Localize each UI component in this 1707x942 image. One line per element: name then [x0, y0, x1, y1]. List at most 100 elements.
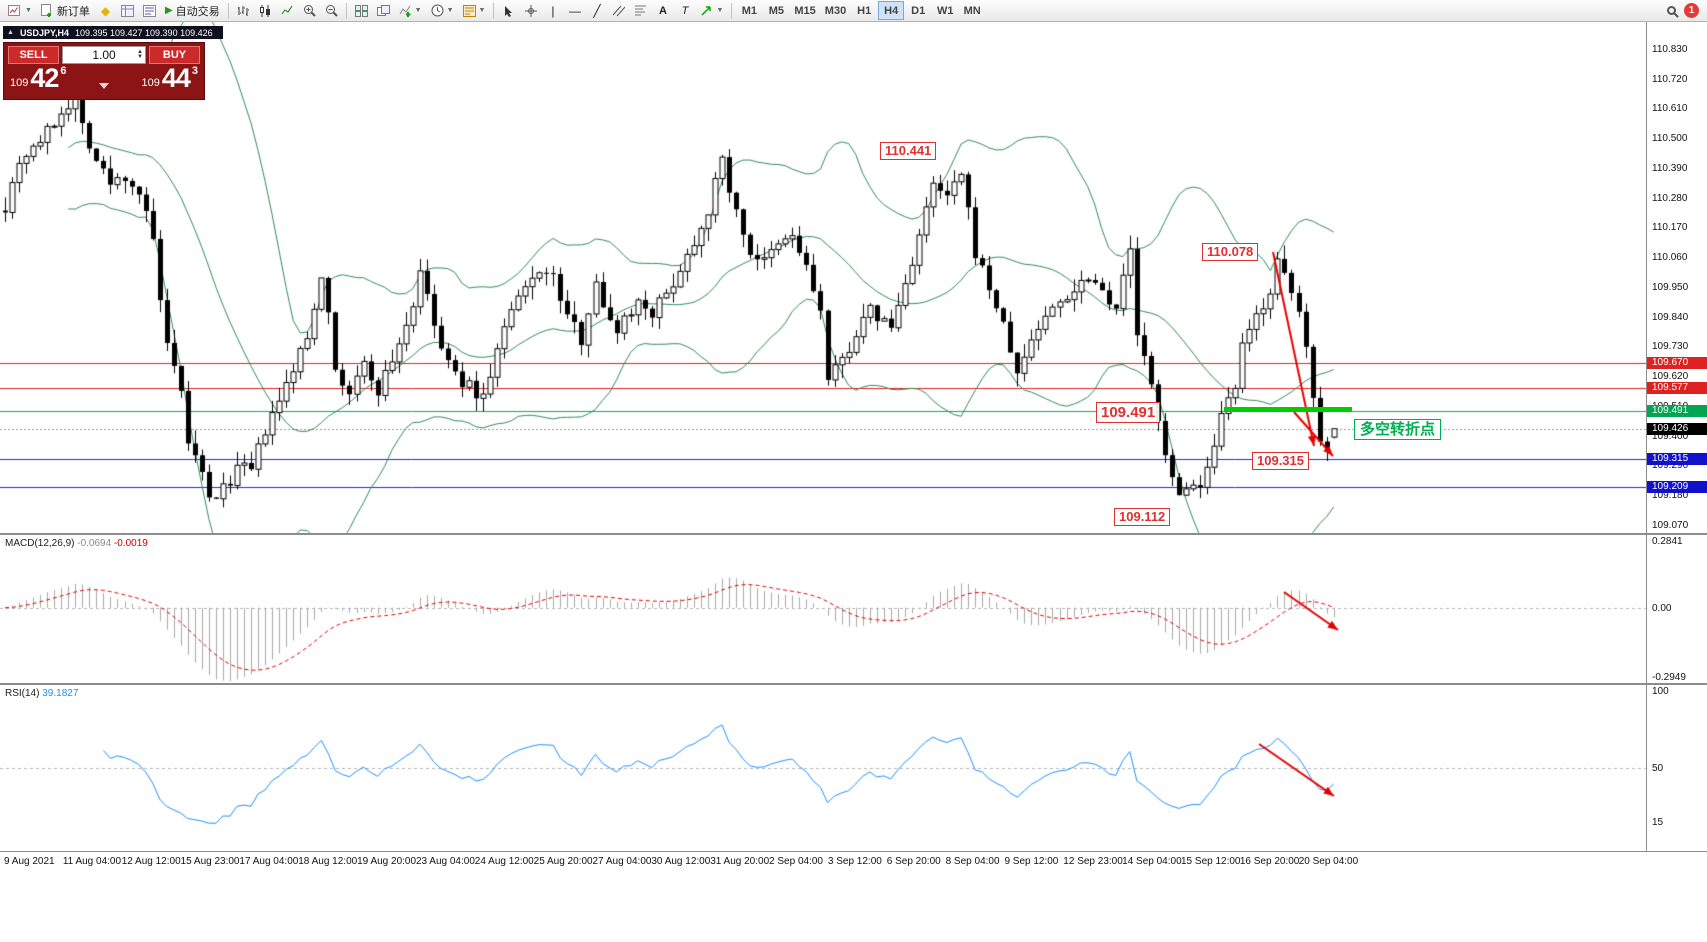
- volume-stepper[interactable]: 1.00 ▲ ▼: [62, 46, 146, 64]
- price-chart-canvas[interactable]: [0, 22, 1646, 533]
- navigator-button[interactable]: [139, 1, 160, 20]
- vertical-line-icon: |: [551, 3, 555, 18]
- horizontal-line-button[interactable]: —: [564, 1, 585, 20]
- timeframe-h4-button[interactable]: H4: [878, 1, 905, 20]
- volume-up-icon[interactable]: ▲: [137, 49, 143, 55]
- timeframe-m1-button[interactable]: M1: [736, 1, 762, 20]
- new-order-button[interactable]: 新订单: [37, 1, 94, 20]
- chart-ohlc-values: 109.395 109.427 109.390 109.426: [74, 27, 213, 38]
- time-axis-label: 2 Sep 04:00: [769, 856, 823, 867]
- one-click-trading-panel: SELL 1.00 ▲ ▼ BUY 109 42 6 109 44 3: [3, 42, 205, 100]
- sell-price-pip: 6: [60, 65, 67, 77]
- chevron-down-icon: ▼: [446, 7, 454, 14]
- collapse-icon[interactable]: ▲: [7, 29, 14, 36]
- notifications-badge[interactable]: 1: [1684, 3, 1699, 18]
- market-watch-button[interactable]: ◆: [95, 1, 116, 20]
- pane-splitter[interactable]: [0, 533, 1707, 535]
- toolbar-separator: [731, 2, 733, 19]
- macd-axis-label: -0.2949: [1652, 672, 1686, 683]
- time-axis-label: 15 Aug 23:00: [180, 856, 240, 867]
- macd-axis-label: 0.00: [1652, 602, 1672, 614]
- indicators-icon: [399, 5, 411, 17]
- cursor-icon: [504, 5, 512, 17]
- time-axis-label: 11 Aug 04:00: [62, 856, 122, 867]
- navigator-icon: [142, 4, 156, 17]
- templates-button[interactable]: ▼: [459, 1, 490, 20]
- timeframe-m30-button[interactable]: M30: [821, 1, 850, 20]
- timeframe-d1-button[interactable]: D1: [905, 1, 931, 20]
- support-price-label: 109.209: [1647, 481, 1707, 494]
- channel-button[interactable]: [608, 1, 629, 20]
- buy-price-big: 44: [161, 63, 191, 93]
- macd-axis-label: 0.2841: [1652, 536, 1683, 547]
- chart-icon: [8, 5, 20, 16]
- timeframe-h1-button[interactable]: H1: [851, 1, 877, 20]
- price-axis-label: 110.830: [1652, 44, 1688, 55]
- toolbar-separator: [493, 2, 495, 19]
- cascade-windows-button[interactable]: [373, 1, 394, 20]
- tile-windows-icon: [354, 4, 368, 17]
- price-axis-label: 109.070: [1652, 519, 1689, 531]
- trendline-button[interactable]: ╱: [586, 1, 607, 20]
- timeframe-w1-button[interactable]: W1: [932, 1, 958, 20]
- tile-windows-button[interactable]: [351, 1, 372, 20]
- price-axis-label: 110.720: [1652, 73, 1688, 85]
- crosshair-button[interactable]: [520, 1, 541, 20]
- candlestick-chart-button[interactable]: [255, 1, 276, 20]
- rsi-name: RSI(14): [5, 688, 40, 699]
- chevron-down-icon: ▼: [716, 7, 724, 14]
- price-axis[interactable]: 110.830 110.720 110.610 110.500 110.390 110.2…: [1646, 22, 1707, 851]
- cursor-button[interactable]: [498, 1, 519, 20]
- macd-pane-canvas[interactable]: [0, 535, 1646, 683]
- bar-chart-button[interactable]: [233, 1, 254, 20]
- zoom-out-button[interactable]: [321, 1, 342, 20]
- chart-title-bar[interactable]: ▲ USDJPY,H4 109.395 109.427 109.390 109.…: [3, 26, 223, 39]
- spread-marker: [99, 83, 109, 89]
- sell-button[interactable]: SELL: [8, 46, 59, 64]
- text-button[interactable]: A: [652, 1, 673, 20]
- arrow-tools-button[interactable]: ▼: [696, 1, 727, 20]
- time-axis-label: 15 Sep 12:00: [1181, 856, 1241, 867]
- cascade-windows-icon: [376, 4, 390, 16]
- time-axis-label: 8 Sep 04:00: [945, 856, 1000, 867]
- main-toolbar: ▼ 新订单 ◆ ▶ 自动交易: [0, 0, 1707, 22]
- zoom-in-button[interactable]: [299, 1, 320, 20]
- sell-price-display[interactable]: 109 42 6: [10, 65, 67, 92]
- time-axis-label: 31 Aug 20:00: [710, 856, 770, 867]
- timeframe-m5-button[interactable]: M5: [763, 1, 789, 20]
- timeframe-mn-button[interactable]: MN: [959, 1, 985, 20]
- price-axis-label: 110.610: [1652, 103, 1688, 115]
- time-axis[interactable]: 9 Aug 2021 11 Aug 04:00 12 Aug 12:00 15 Aug…: [0, 851, 1707, 942]
- text-label-button[interactable]: T: [674, 1, 695, 20]
- indicators-button[interactable]: ▼: [395, 1, 426, 20]
- bar-chart-icon: [237, 5, 249, 16]
- price-axis-label: 109.290: [1652, 460, 1689, 472]
- autotrading-label: 自动交易: [175, 5, 220, 18]
- price-axis-label: 110.500: [1652, 133, 1688, 145]
- volume-down-icon[interactable]: ▼: [137, 54, 143, 60]
- periods-button[interactable]: ▼: [427, 1, 458, 20]
- fibonacci-button[interactable]: [630, 1, 651, 20]
- time-axis-label: 9 Aug 2021: [4, 856, 55, 867]
- toolbar-right-group: 1: [1667, 3, 1703, 18]
- resistance-price-label: 109.577: [1647, 381, 1707, 394]
- vertical-line-button[interactable]: |: [542, 1, 563, 20]
- time-axis-label: 18 Aug 12:00: [298, 856, 358, 867]
- rsi-pane-canvas[interactable]: [0, 685, 1646, 851]
- trendline-icon: ╱: [593, 3, 601, 18]
- text-icon: A: [658, 4, 667, 17]
- volume-value[interactable]: 1.00: [92, 48, 116, 62]
- timeframe-m15-button[interactable]: M15: [790, 1, 819, 20]
- search-icon[interactable]: [1667, 6, 1676, 15]
- buy-price-display[interactable]: 109 44 3: [141, 65, 198, 92]
- buy-button[interactable]: BUY: [149, 46, 200, 64]
- price-axis-label: 110.390: [1652, 162, 1688, 174]
- autotrading-button[interactable]: ▶ 自动交易: [161, 1, 224, 20]
- new-chart-button[interactable]: ▼: [4, 1, 36, 20]
- data-window-button[interactable]: [117, 1, 138, 20]
- rsi-axis-label: 100: [1652, 686, 1669, 697]
- pivot-price-label: 109.491: [1647, 405, 1707, 418]
- pane-splitter[interactable]: [0, 683, 1707, 685]
- line-chart-button[interactable]: [277, 1, 298, 20]
